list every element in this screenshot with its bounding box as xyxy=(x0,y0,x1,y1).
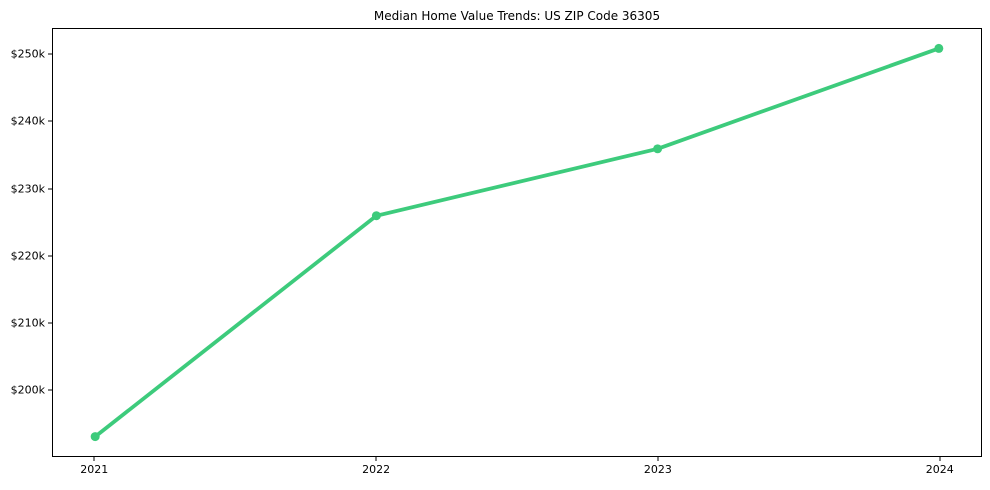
x-tick-label: 2021 xyxy=(80,463,109,476)
x-tick-mark xyxy=(939,457,941,461)
x-tick-mark xyxy=(375,457,377,461)
y-tick-label: $240k xyxy=(10,114,45,128)
y-tick-label: $210k xyxy=(10,316,45,330)
trend-line-plot xyxy=(90,43,944,442)
y-tick-label: $200k xyxy=(10,383,45,397)
y-tick-mark xyxy=(48,188,52,190)
y-tick-label: $230k xyxy=(10,182,45,196)
y-tick-mark xyxy=(48,322,52,324)
y-tick-label: $250k xyxy=(10,47,45,61)
data-point-marker-2021 xyxy=(90,432,100,442)
y-tick-mark xyxy=(48,120,52,122)
x-tick-mark xyxy=(93,457,95,461)
data-point-marker-2024 xyxy=(934,43,944,53)
x-tick-mark xyxy=(657,457,659,461)
y-tick-mark xyxy=(48,53,52,55)
chart-title: Median Home Value Trends: US ZIP Code 36… xyxy=(373,9,661,23)
plot-area xyxy=(52,28,982,457)
x-tick-label: 2024 xyxy=(925,463,954,476)
y-tick-label: $220k xyxy=(10,249,45,263)
data-point-marker-2023 xyxy=(653,144,663,154)
data-point-marker-2022 xyxy=(371,211,381,221)
y-tick-mark xyxy=(48,389,52,391)
trend-line xyxy=(93,46,941,439)
x-tick-label: 2023 xyxy=(643,463,672,476)
x-tick-label: 2022 xyxy=(362,463,391,476)
y-tick-mark xyxy=(48,255,52,257)
